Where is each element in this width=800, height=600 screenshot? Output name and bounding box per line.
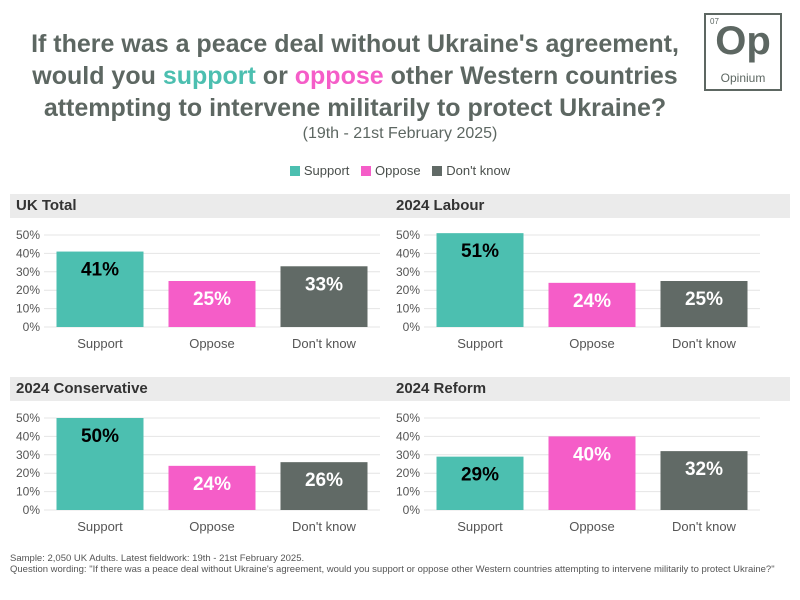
y-tick-label: 30% <box>16 265 40 279</box>
title-word-support: support <box>162 62 256 90</box>
legend-item-support: Support <box>289 163 350 178</box>
y-tick-label: 30% <box>16 448 40 462</box>
y-tick-label: 30% <box>396 448 420 462</box>
bar-oppose <box>548 282 636 327</box>
title-line-3: attempting to intervene militarily to pr… <box>43 94 667 122</box>
chart-subtitle: (19th - 21st February 2025) <box>302 125 498 142</box>
legend: Support Oppose Don't know <box>0 163 800 178</box>
x-tick-label-oppose: Oppose <box>189 519 235 534</box>
x-tick-label-support: Support <box>77 519 123 534</box>
y-tick-label: 10% <box>396 302 420 316</box>
y-tick-label: 50% <box>396 228 420 242</box>
x-tick-label-don-t-know: Don't know <box>672 519 737 534</box>
x-tick-label-oppose: Oppose <box>569 336 615 351</box>
x-tick-label-don-t-know: Don't know <box>672 336 737 351</box>
data-label-support: 29% <box>461 465 499 486</box>
bar-support <box>436 233 524 327</box>
legend-swatch-dont-know <box>432 166 443 176</box>
y-tick-label: 30% <box>396 265 420 279</box>
bar-chart: 0% 10% 20% 30% 40% 50% 29% Support 40% Oppose 32% D… <box>396 411 760 534</box>
panel-title: 2024 Labour <box>390 194 790 218</box>
title-word-oppose: oppose <box>294 62 384 90</box>
x-tick-label-support: Support <box>457 336 503 351</box>
y-tick-label: 10% <box>16 485 40 499</box>
legend-swatch-oppose <box>361 166 372 176</box>
legend-swatch-support <box>289 166 300 176</box>
x-tick-label-support: Support <box>77 336 123 351</box>
data-label-oppose: 24% <box>573 291 611 312</box>
bar-chart: 0% 10% 20% 30% 40% 50% 41% Support 25% Oppose 33% D… <box>16 228 380 351</box>
panel-title: UK Total <box>10 194 410 218</box>
bar-support <box>56 251 144 327</box>
opinium-logo: 07 Op Opinium <box>704 13 782 91</box>
legend-label-oppose: Oppose <box>375 163 421 178</box>
data-label-oppose: 24% <box>193 474 231 495</box>
x-tick-label-don-t-know: Don't know <box>292 336 357 351</box>
data-label-oppose: 25% <box>193 289 231 310</box>
legend-label-support: Support <box>303 163 350 178</box>
footer-wording: Question wording: "If there was a peace … <box>10 564 775 575</box>
y-tick-label: 20% <box>396 283 420 297</box>
bar-don-t-know <box>280 266 368 327</box>
data-label-support: 51% <box>461 241 499 262</box>
x-tick-label-don-t-know: Don't know <box>292 519 357 534</box>
title-line-2-pre: would you <box>32 62 163 90</box>
data-label-don-t-know: 32% <box>685 459 723 480</box>
bar-support <box>56 418 144 510</box>
chart-title: If there was a peace deal without Ukrain… <box>0 28 710 124</box>
logo-word: Opinium <box>720 71 766 85</box>
footer-sample: Sample: 2,050 UK Adults. Latest fieldwor… <box>10 553 305 564</box>
y-tick-label: 40% <box>396 429 420 443</box>
y-tick-label: 40% <box>396 246 420 260</box>
bar-don-t-know <box>660 451 748 510</box>
y-tick-label: 50% <box>16 228 40 242</box>
legend-item-dont-know: Don't know <box>432 163 510 178</box>
y-tick-label: 50% <box>16 411 40 425</box>
y-tick-label: 20% <box>16 283 40 297</box>
legend-item-oppose: Oppose <box>361 163 421 178</box>
data-label-support: 41% <box>81 260 119 281</box>
bar-don-t-know <box>660 281 748 327</box>
y-tick-label: 20% <box>16 466 40 480</box>
bar-support <box>436 456 524 510</box>
y-tick-label: 10% <box>396 485 420 499</box>
y-tick-label: 50% <box>396 411 420 425</box>
panel-2024-labour: 2024 Labour 0% 10% 20% 30% 40% 50% 51% Support 2… <box>380 194 790 369</box>
y-tick-label: 0% <box>23 320 41 334</box>
title-line-1: If there was a peace deal without Ukrain… <box>31 30 679 58</box>
x-tick-label-oppose: Oppose <box>189 336 235 351</box>
y-tick-label: 0% <box>403 320 421 334</box>
data-label-don-t-know: 33% <box>305 274 343 295</box>
logo-mark: Op <box>715 19 771 63</box>
x-tick-label-oppose: Oppose <box>569 519 615 534</box>
data-label-support: 50% <box>81 426 119 447</box>
bar-oppose <box>168 465 256 510</box>
title-line-2-mid: or <box>255 62 295 90</box>
y-tick-label: 40% <box>16 429 40 443</box>
bar-oppose <box>548 436 636 510</box>
y-tick-label: 0% <box>23 503 41 517</box>
panel-title: 2024 Conservative <box>10 377 410 401</box>
bar-don-t-know <box>280 462 368 510</box>
bar-chart: 0% 10% 20% 30% 40% 50% 50% Support 24% Oppose 26% D… <box>16 411 380 534</box>
y-tick-label: 0% <box>403 503 421 517</box>
footer-notes: Sample: 2,050 UK Adults. Latest fieldwor… <box>10 553 790 575</box>
bar-chart: 0% 10% 20% 30% 40% 50% 51% Support 24% Oppose 25% D… <box>396 228 760 351</box>
y-tick-label: 20% <box>396 466 420 480</box>
bar-oppose <box>168 281 256 327</box>
data-label-oppose: 40% <box>573 444 611 465</box>
data-label-don-t-know: 26% <box>305 470 343 491</box>
y-tick-label: 40% <box>16 246 40 260</box>
y-tick-label: 10% <box>16 302 40 316</box>
x-tick-label-support: Support <box>457 519 503 534</box>
legend-label-dont-know: Don't know <box>446 163 511 178</box>
logo-number: 07 <box>710 17 719 26</box>
panel-uk-total: UK Total 0% 10% 20% 30% 40% 50% 41% Support 25% O… <box>0 194 410 369</box>
panel-2024-reform: 2024 Reform 0% 10% 20% 30% 40% 50% 29% Support 4… <box>380 377 790 552</box>
data-label-don-t-know: 25% <box>685 289 723 310</box>
title-line-2: would you support or oppose other Wester… <box>0 60 710 92</box>
title-line-2-post: other Western countries <box>383 62 678 90</box>
panel-title: 2024 Reform <box>390 377 790 401</box>
panel-2024-conservative: 2024 Conservative 0% 10% 20% 30% 40% 50% 50% Su… <box>0 377 410 552</box>
